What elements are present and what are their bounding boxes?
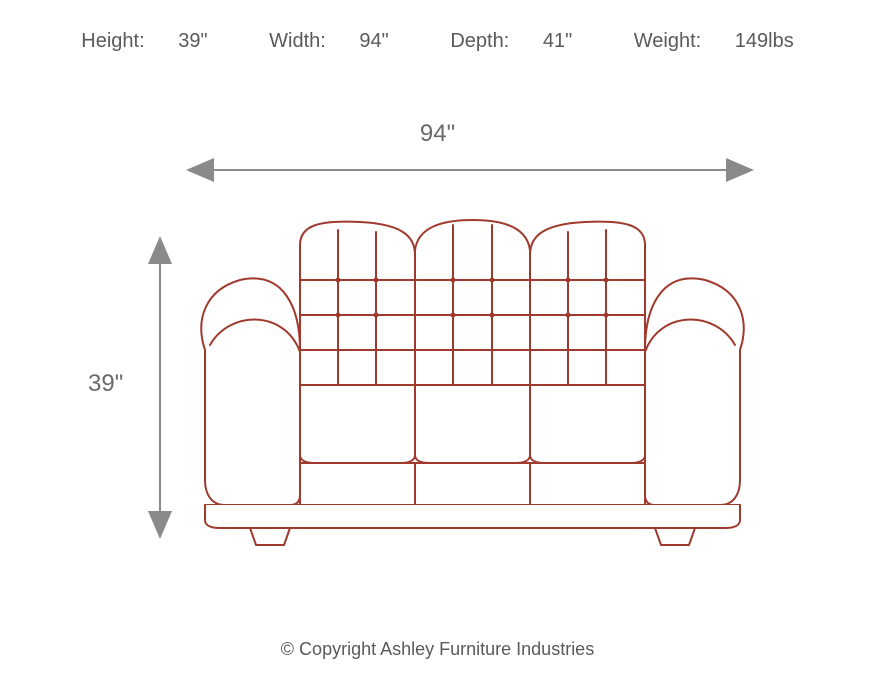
sofa-diagram	[0, 0, 875, 700]
copyright-text: © Copyright Ashley Furniture Industries	[0, 639, 875, 660]
sofa-lineart	[201, 220, 743, 545]
